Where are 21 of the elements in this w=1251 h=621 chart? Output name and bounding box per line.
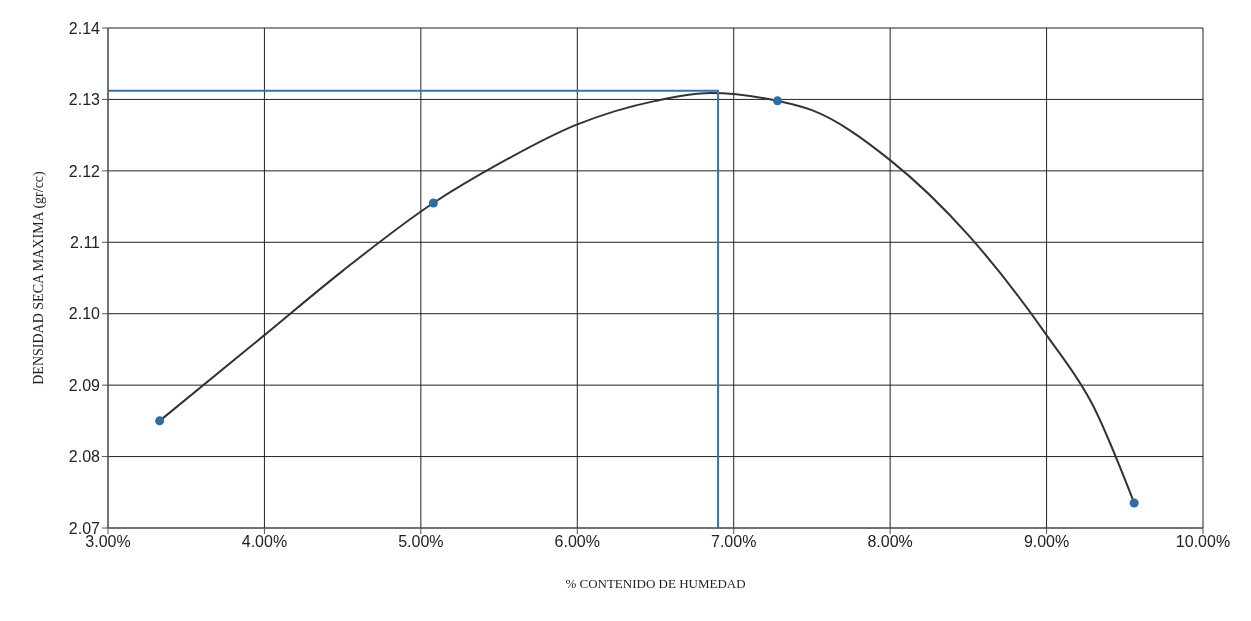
y-tick-label: 2.09 bbox=[68, 376, 101, 394]
x-tick-label: 6.00% bbox=[554, 533, 600, 551]
x-tick-label: 10.00% bbox=[1175, 533, 1231, 551]
point bbox=[773, 96, 783, 106]
y-tick-label: 2.08 bbox=[68, 448, 101, 466]
point bbox=[155, 416, 165, 426]
y-tick-label: 2.13 bbox=[68, 91, 101, 109]
y-tick-label: 2.14 bbox=[68, 19, 101, 37]
y-tick-label: 2.11 bbox=[70, 233, 101, 251]
point bbox=[1129, 498, 1139, 508]
point bbox=[428, 198, 438, 208]
x-tick-label: 4.00% bbox=[241, 533, 288, 551]
y-tick-label: 2.10 bbox=[68, 305, 101, 323]
x-tick-label: 3.00% bbox=[85, 533, 131, 551]
y-axis-title: DENSIDAD SECA MAXIMA (gr/cc) bbox=[30, 170, 47, 385]
x-tick-label: 7.00% bbox=[711, 533, 757, 551]
y-tick-label: 2.12 bbox=[68, 162, 101, 180]
x-tick-label: 8.00% bbox=[867, 533, 913, 551]
x-tick-label: 9.00% bbox=[1023, 533, 1070, 551]
x-tick-label: 5.00% bbox=[398, 533, 444, 551]
x-axis-title: % CONTENIDO DE HUMEDAD bbox=[565, 576, 746, 591]
